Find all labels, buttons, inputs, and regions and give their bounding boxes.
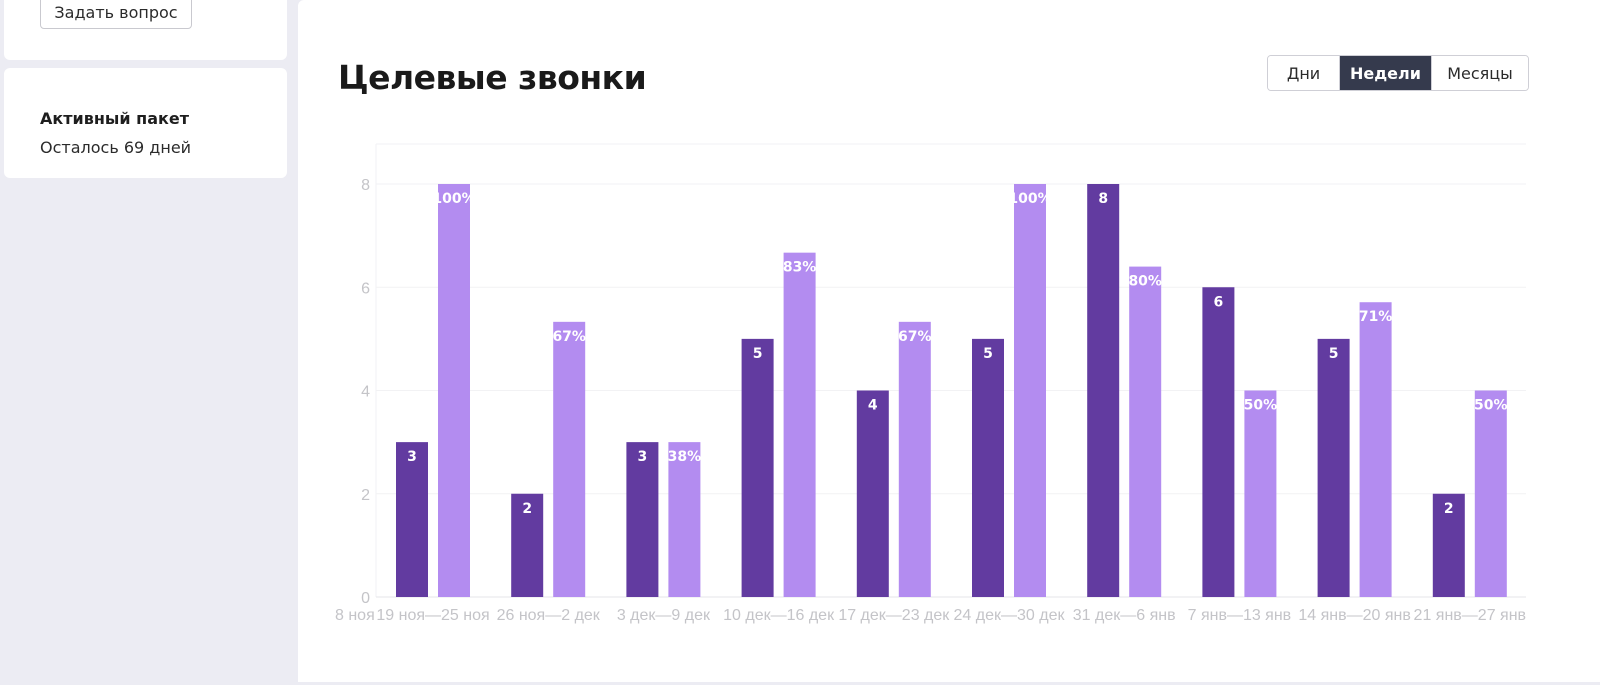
percent-bar-label: 38% <box>668 449 702 465</box>
percent-bar <box>783 252 816 597</box>
calls-bar-label: 3 <box>407 449 417 465</box>
x-tick-label: 26 ноя—2 дек <box>497 607 601 624</box>
x-tick-label: 17 дек—23 дек <box>838 607 950 624</box>
percent-bar-label: 80% <box>1128 274 1162 290</box>
percent-bar-label: 100% <box>432 191 475 207</box>
calls-bar <box>1087 184 1120 597</box>
calls-bar <box>1432 493 1465 597</box>
period-weeks-button[interactable]: Недели <box>1339 56 1431 90</box>
percent-bar-label: 71% <box>1359 309 1393 325</box>
period-days-button[interactable]: Дни <box>1268 56 1339 90</box>
percent-bar <box>1129 266 1162 597</box>
calls-bar-label: 4 <box>868 398 878 414</box>
y-tick-label: 2 <box>361 487 370 504</box>
percent-bar-label: 67% <box>898 329 932 345</box>
percent-bar <box>553 321 586 597</box>
sidebar-top-card: Задать вопрос <box>4 0 287 60</box>
active-package-title: Активный пакет <box>40 109 189 128</box>
percent-bar-label: 50% <box>1244 398 1278 414</box>
x-tick-label: 3 дек—9 дек <box>617 607 711 624</box>
calls-bar-label: 2 <box>522 501 532 517</box>
percent-bar <box>1359 302 1392 597</box>
calls-bar <box>972 338 1004 597</box>
calls-bar <box>511 493 544 597</box>
package-remaining-days: Осталось 69 дней <box>40 138 192 157</box>
x-tick-label: 31 дек—6 янв <box>1073 607 1176 624</box>
y-tick-label: 4 <box>361 384 370 401</box>
target-calls-chart: 0 2 4 6 8 8 ноя 3 100% 19 ноя—25 ноя 2 67% 26 ноя—2… <box>335 143 1526 624</box>
x-tick-label: 10 дек—16 дек <box>723 607 835 624</box>
percent-bar <box>1474 390 1507 597</box>
active-package-card: Активный пакет Осталось 69 дней <box>4 68 287 178</box>
main-panel: Целевые звонки Дни Недели Месяцы 0 2 4 6 8 8 … <box>298 0 1600 682</box>
calls-bar <box>626 442 659 597</box>
percent-bar <box>898 321 931 597</box>
calls-bar <box>396 442 428 597</box>
x-tick-label: 14 янв—20 янв <box>1298 607 1410 624</box>
calls-bar-label: 8 <box>1098 191 1108 207</box>
x-tick-label: 24 дек—30 дек <box>954 607 1066 624</box>
calls-bar-label: 6 <box>1214 294 1224 310</box>
percent-bar-label: 50% <box>1474 398 1508 414</box>
calls-bar <box>1202 287 1235 597</box>
calls-bar-label: 5 <box>1329 346 1339 362</box>
x-tick-label: 7 янв—13 янв <box>1188 607 1292 624</box>
percent-bar <box>1244 390 1277 597</box>
x-tick-label: 19 ноя—25 ноя <box>376 607 489 624</box>
page-title: Целевые звонки <box>338 58 647 97</box>
calls-bar-label: 3 <box>638 449 648 465</box>
percent-bar <box>668 442 701 597</box>
percent-bar <box>1014 184 1046 597</box>
percent-bar-label: 100% <box>1008 191 1051 207</box>
percent-bar-label: 67% <box>552 329 586 345</box>
y-tick-label: 6 <box>361 280 370 297</box>
x-tick-label: 8 ноя <box>335 607 375 624</box>
period-toggle: Дни Недели Месяцы <box>1267 55 1529 91</box>
calls-bar <box>741 338 774 597</box>
ask-question-button[interactable]: Задать вопрос <box>40 0 192 29</box>
period-months-button[interactable]: Месяцы <box>1431 56 1528 90</box>
calls-bar-label: 2 <box>1444 501 1454 517</box>
calls-bar-label: 5 <box>753 346 763 362</box>
percent-bar <box>438 184 470 597</box>
y-tick-label: 8 <box>361 177 370 194</box>
calls-bar <box>1317 338 1350 597</box>
calls-bar-label: 5 <box>983 346 993 362</box>
y-tick-label: 0 <box>361 590 370 607</box>
percent-bar-label: 83% <box>783 260 817 276</box>
calls-bar <box>856 390 889 597</box>
x-tick-label: 21 янв—27 янв <box>1414 607 1526 624</box>
